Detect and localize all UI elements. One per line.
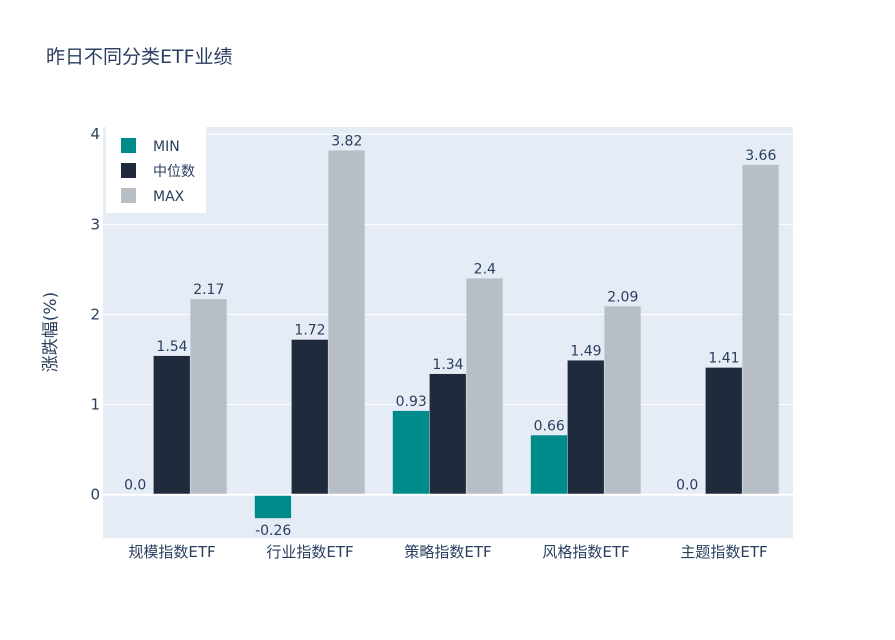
data-label: 1.41 — [708, 351, 739, 367]
bar — [705, 367, 742, 495]
bar — [604, 306, 641, 495]
x-tick-label: 行业指数ETF — [266, 543, 353, 561]
data-label: 0.66 — [534, 418, 565, 434]
bar — [291, 339, 328, 495]
y-tick-label: 2 — [90, 305, 100, 323]
y-tick-label: 1 — [90, 396, 100, 414]
x-tick-label: 主题指数ETF — [680, 543, 767, 561]
bar — [530, 435, 568, 495]
x-axis-ticks: 规模指数ETF 行业指数ETF 策略指数ETF 风格指数ETF 主题指数ETF — [128, 543, 767, 561]
y-axis-title: 涨跌幅(%) — [41, 292, 61, 372]
chart-title: 昨日不同分类ETF业绩 — [46, 46, 233, 68]
data-label: 0.0 — [676, 478, 698, 494]
data-label: 1.49 — [570, 343, 601, 359]
data-label: 1.72 — [294, 323, 325, 339]
data-label: 3.66 — [745, 148, 776, 164]
legend-swatch — [121, 188, 136, 203]
bar — [466, 278, 503, 495]
bar — [328, 150, 365, 495]
legend-swatch — [121, 163, 136, 178]
legend-label: MIN — [153, 139, 180, 155]
y-tick-label: 3 — [90, 215, 100, 233]
legend: MIN 中位数 MAX — [106, 127, 206, 213]
legend-label: MAX — [153, 189, 185, 205]
data-label: 3.82 — [331, 133, 362, 149]
bar — [153, 355, 190, 495]
data-label: 1.54 — [156, 339, 187, 355]
bar — [429, 373, 466, 495]
data-labels: 0.0 1.54 2.17 -0.26 1.72 3.82 0.93 1.34 2.4 0.66 1… — [124, 133, 776, 539]
data-label: -0.26 — [255, 523, 291, 539]
x-tick-label: 规模指数ETF — [128, 543, 215, 561]
bar — [567, 360, 604, 495]
legend-swatch — [121, 138, 136, 153]
y-tick-label: 0 — [90, 486, 100, 504]
x-tick-label: 风格指数ETF — [542, 543, 629, 561]
data-label: 2.17 — [193, 282, 224, 298]
y-tick-label: 4 — [90, 125, 100, 143]
x-tick-label: 策略指数ETF — [404, 543, 491, 561]
bar — [254, 494, 292, 519]
bar — [742, 164, 779, 495]
legend-label: 中位数 — [153, 164, 195, 180]
data-label: 1.34 — [432, 357, 463, 373]
data-label: 0.93 — [396, 394, 427, 410]
bars — [153, 150, 779, 519]
data-label: 2.09 — [607, 289, 638, 305]
bar — [392, 410, 430, 495]
data-label: 0.0 — [124, 478, 146, 494]
bar — [190, 299, 227, 495]
data-label: 2.4 — [474, 261, 496, 277]
y-axis-ticks: 0 1 2 3 4 — [90, 125, 100, 504]
